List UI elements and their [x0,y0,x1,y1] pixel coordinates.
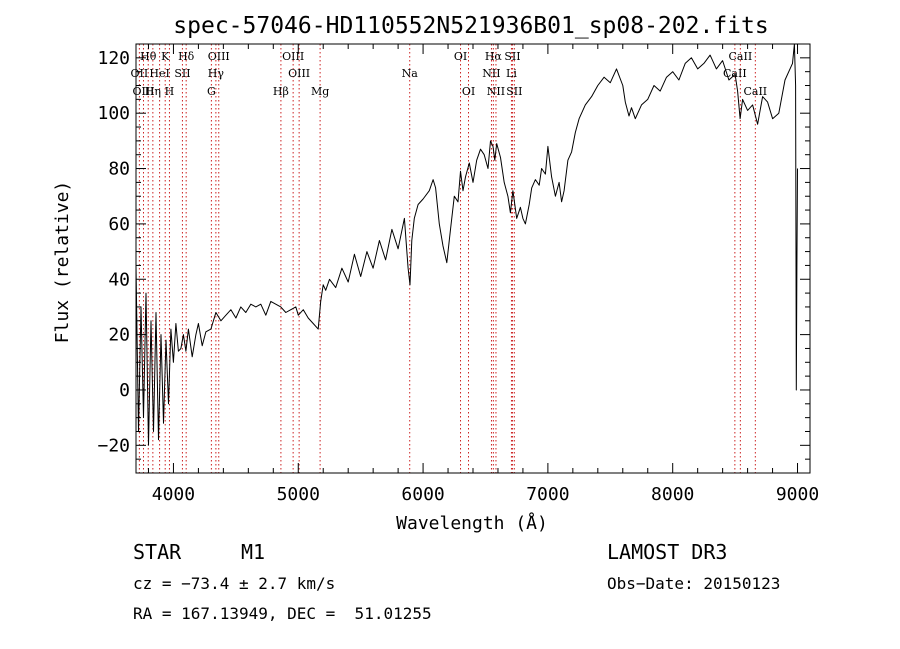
spectral-line-label: HeI [149,67,169,80]
y-axis-label: Flux (relative) [52,181,73,344]
object-subclass: M1 [241,540,266,564]
x-tick-label: 7000 [526,484,569,505]
chart-title: spec-57046-HD110552N521936B01_sp08-202.f… [173,13,768,39]
obs-date: Obs−Date: 20150123 [607,574,781,593]
spectral-line-label: Hγ [208,67,225,80]
coordinates: RA = 167.13949, DEC = 51.01255 [133,604,432,623]
spectral-line-label: Hη [145,85,161,98]
spectral-line-label: Hα [485,50,503,63]
spectral-line-label: OI [462,85,475,98]
y-tick-label: 20 [108,325,130,346]
y-tick-label: −20 [97,435,130,456]
y-tick-label: 80 [108,159,130,180]
spectral-line-label: OIII [132,85,154,98]
spectral-line-label: G [207,85,216,98]
spectral-line-label: CaII [743,85,767,98]
spectral-line-label: SII [506,85,522,98]
spectral-line-label: OIII [288,67,310,80]
plot-frame [135,43,811,474]
y-tick-label: 0 [119,380,130,401]
y-tick-label: 120 [97,48,130,69]
x-tick-label: 5000 [277,484,320,505]
spectral-line-label: CaII [723,67,747,80]
spectral-line-label: SII [174,67,190,80]
spectrum-series-line [135,43,798,446]
spectral-line-label: OIII [282,50,304,63]
x-tick-label: 4000 [152,484,195,505]
plot-border [135,43,811,474]
y-tick-label: 60 [108,214,130,235]
y-tick-label: 40 [108,269,130,290]
redshift-text: cz = −73.4 ± 2.7 km/s [133,574,336,593]
spectral-line-label: Li [506,67,517,80]
spectrum-layer [135,43,798,446]
spectral-line-label: NII [487,85,505,98]
spectral-line-label: NII [482,67,500,80]
x-tick-label: 9000 [776,484,819,505]
spectral-line-label: Hβ [273,85,289,98]
x-tick-label: 6000 [401,484,444,505]
spectral-line-label: OI [454,50,467,63]
spectral-line-label: Na [402,67,419,80]
x-axis-label: Wavelength (Å) [396,512,548,534]
x-tick-label: 8000 [651,484,694,505]
spectral-line-label: Hθ [140,50,157,63]
spectral-line-label: OII [131,67,149,80]
axis-ticks: 4000 5000 6000 7000 8000 9000 −20 0 20 40 60 80 100 1… [97,43,819,505]
spectral-line-label: H [165,85,175,98]
spectral-line-label: K [161,50,170,63]
spectral-line-label: Mg [311,85,329,98]
survey-name: LAMOST DR3 [607,540,728,564]
y-tick-label: 100 [97,103,130,124]
spectral-line-label: OIII [208,50,230,63]
spectral-line-label: CaII [729,50,753,63]
spectral-line-label: Hδ [178,50,195,63]
object-class: STAR [133,540,182,564]
spectral-line-label: SII [504,50,520,63]
